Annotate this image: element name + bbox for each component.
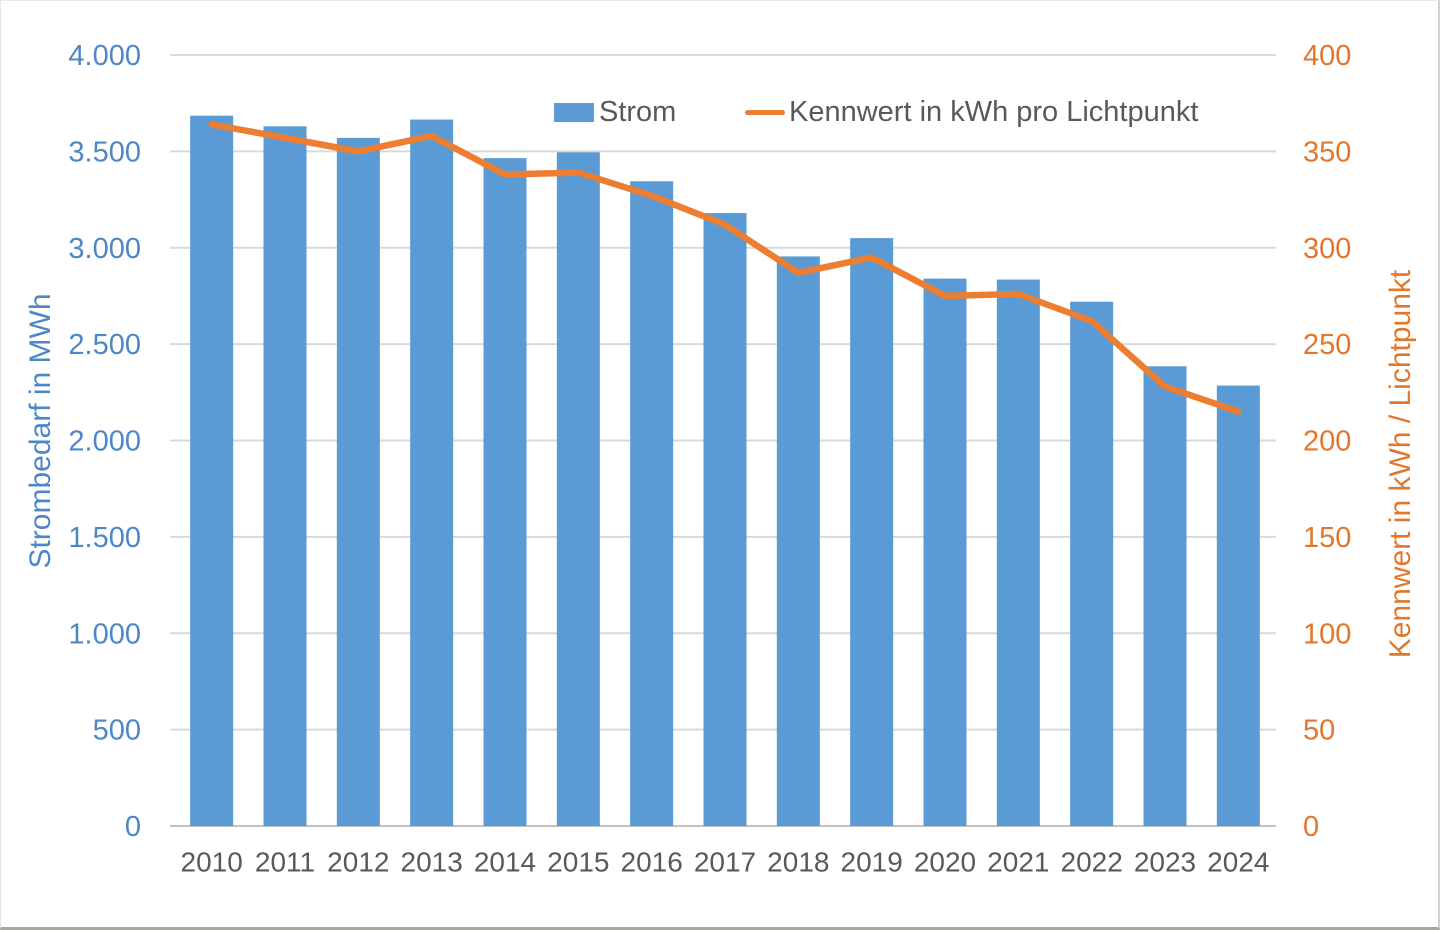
bar-2014 [483, 158, 527, 827]
x-axis-tick-label: 2017 [694, 847, 756, 878]
bar-2015 [556, 152, 600, 826]
x-axis-tick-label: 2010 [181, 847, 243, 878]
bar-2020 [923, 278, 967, 827]
bar-2011 [263, 126, 307, 826]
bar-2024 [1216, 385, 1260, 826]
legend-label-kennwert: Kennwert in kWh pro Lichtpunkt [789, 95, 1199, 128]
bar-2021 [996, 279, 1040, 827]
legend-item-strom: Strom [554, 95, 676, 129]
x-axis-tick-label: 2018 [767, 847, 829, 878]
left-axis-tick-label: 500 [93, 715, 141, 747]
x-axis-tick-label: 2011 [255, 847, 315, 878]
bar-2016 [630, 181, 674, 827]
right-axis-tick-label: 300 [1303, 233, 1351, 265]
x-axis-tick-label: 2023 [1134, 847, 1196, 878]
left-axis-tick-label: 4.000 [68, 40, 141, 72]
left-axis-tick-label: 0 [125, 811, 141, 843]
bar-2022 [1070, 301, 1114, 827]
right-axis-tick-label: 350 [1303, 136, 1351, 168]
right-axis-tick-label: 150 [1303, 522, 1351, 554]
left-axis-tick-label: 2.500 [68, 329, 141, 361]
left-axis-tick-label: 3.000 [68, 233, 141, 265]
strom-legend-swatch-icon [554, 102, 594, 122]
right-axis-tick-label: 400 [1303, 40, 1351, 72]
x-axis-tick-label: 2016 [621, 847, 683, 878]
kennwert-line [208, 121, 1242, 415]
right-axis-tick-label: 50 [1303, 715, 1335, 747]
x-axis-tick-label: 2019 [841, 847, 903, 878]
x-axis-tick-label: 2020 [914, 847, 976, 878]
kennwert-legend-swatch-icon [745, 109, 785, 115]
x-axis-tick-label: 2013 [401, 847, 463, 878]
legend-label-strom: Strom [599, 95, 677, 128]
x-axis-tick-label: 2014 [474, 847, 536, 878]
right-axis-tick-label: 0 [1303, 811, 1319, 843]
bar-2018 [776, 256, 820, 826]
bar-2012 [336, 137, 380, 826]
x-axis-tick-label: 2024 [1207, 847, 1269, 878]
left-axis-tick-label: 3.500 [68, 136, 141, 168]
bar-2013 [410, 119, 454, 827]
right-axis-tick-label: 200 [1303, 426, 1351, 458]
left-axis-tick-label: 1.000 [68, 618, 141, 650]
bar-2023 [1143, 366, 1187, 826]
x-axis-tick-label: 2012 [327, 847, 389, 878]
x-axis-tick-label: 2022 [1061, 847, 1123, 878]
x-axis-tick-label: 2021 [987, 847, 1049, 878]
bar-2019 [850, 238, 894, 827]
right-axis-tick-label: 250 [1303, 329, 1351, 361]
left-axis-tick-label: 1.500 [68, 522, 141, 554]
right-axis-tick-label: 100 [1303, 618, 1351, 650]
x-axis-tick-label: 2015 [547, 847, 609, 878]
bar-2017 [703, 213, 747, 826]
legend-item-kennwert: Kennwert in kWh pro Lichtpunkt [745, 95, 1198, 129]
bar-2010 [190, 115, 234, 826]
left-axis-tick-label: 2.000 [68, 426, 141, 458]
